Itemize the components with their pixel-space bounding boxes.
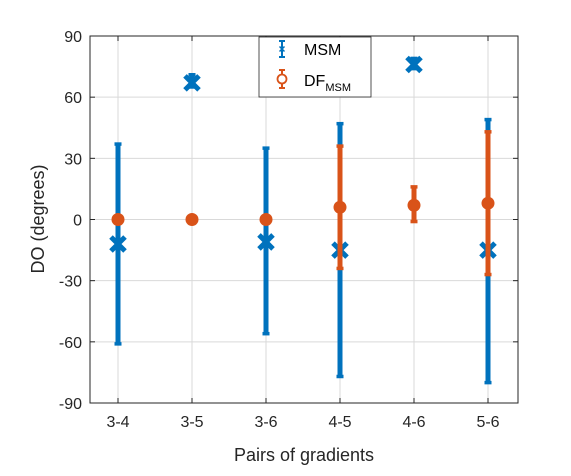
data-point <box>333 200 347 214</box>
x-tick-label: 4-6 <box>402 414 425 431</box>
data-point <box>183 74 201 92</box>
legend-entry-df-msm: DFMSM <box>276 69 351 94</box>
x-tick-label: 4-5 <box>328 414 351 431</box>
legend-label-df-subscript: MSM <box>325 82 351 94</box>
data-point <box>405 55 423 74</box>
series-layer <box>109 55 497 385</box>
y-tick-label: 90 <box>64 29 82 46</box>
x-tick-label: 3-6 <box>254 414 277 431</box>
x-tick-label: 3-5 <box>180 414 203 431</box>
data-point <box>259 213 273 226</box>
y-tick-label: 30 <box>64 151 82 168</box>
data-point <box>407 198 421 212</box>
data-point <box>109 235 127 253</box>
y-tick-label: 0 <box>73 213 82 230</box>
y-axis-label: DO (degrees) <box>28 164 48 273</box>
y-tick-label: -90 <box>59 396 82 413</box>
legend-label-df: DF <box>304 73 326 90</box>
legend-entry-msm: MSM <box>278 40 341 59</box>
series-df-msm <box>111 130 495 277</box>
y-tick-label: -60 <box>59 335 82 352</box>
legend-marker-df-msm <box>276 69 288 89</box>
y-tick-label: -30 <box>59 274 82 291</box>
legend-marker-msm <box>278 40 286 58</box>
x-tick-label: 5-6 <box>476 414 499 431</box>
legend-box <box>258 36 372 98</box>
y-tick-label: 60 <box>64 90 82 107</box>
data-point <box>185 213 199 226</box>
legend-label-msm: MSM <box>304 42 341 59</box>
data-point <box>111 213 125 226</box>
legend-label-df-msm: DFMSM <box>304 73 351 94</box>
legend: MSM DFMSM <box>258 36 372 98</box>
data-point <box>481 196 495 210</box>
x-tick-label: 3-4 <box>106 414 129 431</box>
x-axis-label: Pairs of gradients <box>234 445 374 465</box>
data-point <box>257 233 275 251</box>
ticks: -90 -60 -30 0 30 60 90 3-4 3-5 3-6 4-5 4-6 5-6 <box>59 29 518 431</box>
